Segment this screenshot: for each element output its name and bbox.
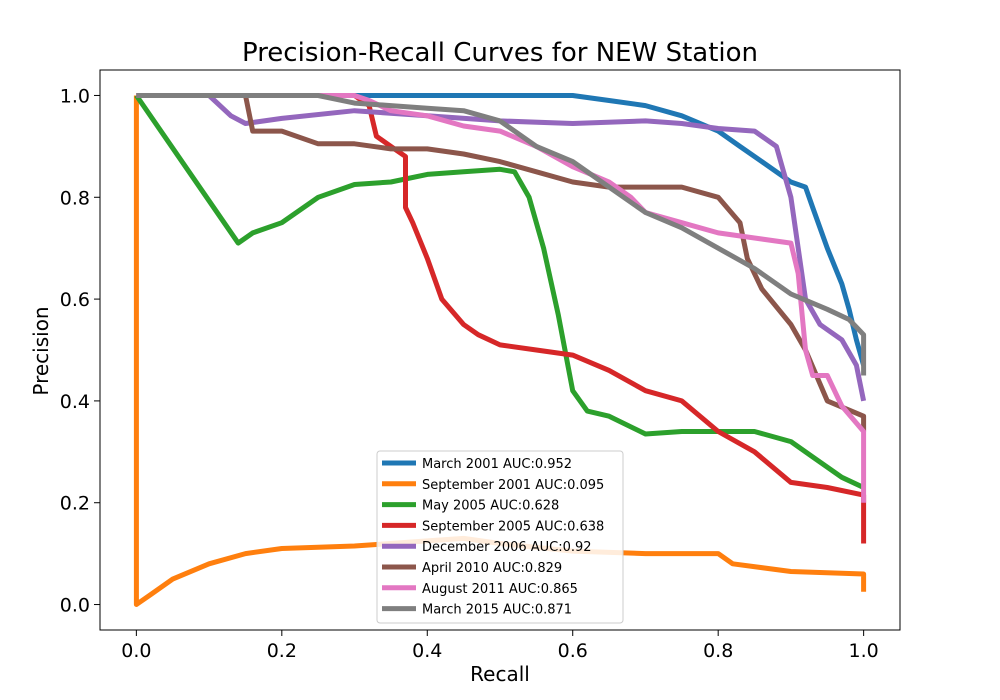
y-tick-label: 1.0: [60, 85, 90, 107]
x-tick-label: 0.6: [558, 640, 588, 662]
x-tick-label: 1.0: [849, 640, 879, 662]
legend: March 2001 AUC:0.952 September 2001 AUC:0…: [376, 450, 624, 624]
y-tick-label: 0.2: [60, 493, 90, 515]
legend-box: [376, 450, 624, 624]
plot-lines: [133, 93, 867, 607]
legend-label-2: May 2005 AUC:0.628: [422, 499, 559, 514]
y-tick-label: 0.6: [60, 289, 90, 311]
series-line-0: [136, 93, 867, 366]
y-axis-label: Precision: [29, 306, 53, 395]
y-tick-label: 0.0: [60, 595, 90, 617]
legend-label-6: August 2011 AUC:0.865: [422, 582, 578, 597]
series-line-2: [134, 94, 865, 490]
y-tick-label: 0.8: [60, 187, 90, 209]
y-tick-label: 0.4: [60, 391, 90, 413]
legend-label-0: March 2001 AUC:0.952: [422, 457, 572, 472]
legend-label-4: December 2006 AUC:0.92: [422, 540, 592, 555]
series-line-4: [136, 93, 867, 402]
x-tick-label: 0.0: [121, 640, 151, 662]
legend-label-3: September 2005 AUC:0.638: [422, 519, 604, 534]
legend-label-7: March 2015 AUC:0.871: [422, 603, 572, 618]
series-line-3: [136, 93, 867, 544]
legend-label-1: September 2001 AUC:0.095: [422, 478, 604, 493]
series-line-5: [136, 93, 867, 432]
plot-frame: [99, 69, 901, 631]
x-tick-label: 0.8: [703, 640, 733, 662]
legend-label-5: April 2010 AUC:0.829: [422, 561, 562, 576]
x-tick-label: 0.2: [267, 640, 297, 662]
axis-ticks: 0.0 0.2 0.4 0.6 0.8 1.0 0.0 0.2 0.4 0.6 0.8 1.0: [60, 85, 879, 662]
x-axis-label: Recall: [470, 662, 530, 686]
chart-title: Precision-Recall Curves for NEW Station: [242, 38, 758, 68]
series-line-7: [136, 93, 867, 376]
x-tick-label: 0.4: [412, 640, 442, 662]
